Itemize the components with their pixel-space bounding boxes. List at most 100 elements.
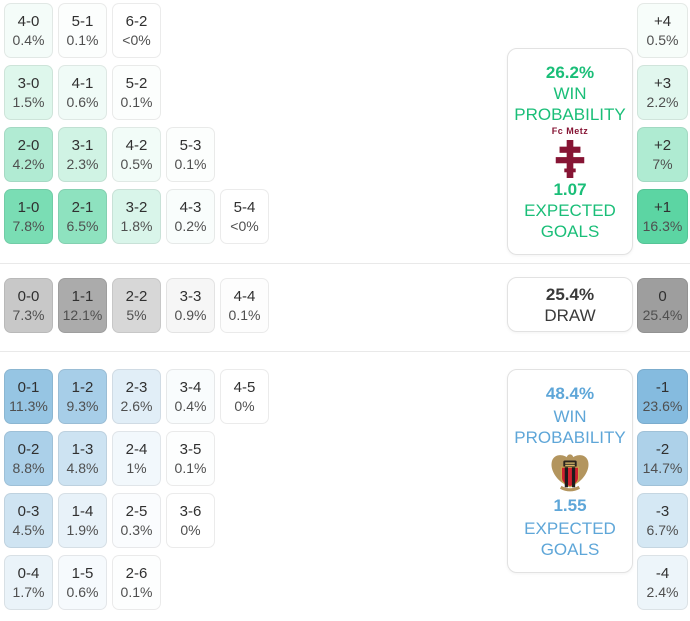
scoreline-label: 3-1 [71, 136, 94, 154]
score-cell-6-2: 6-2 <0% [112, 3, 161, 58]
probability-label: 7% [652, 155, 673, 172]
away-win-score-grid: 0-1 11.3% 1-2 9.3% 2-3 2.6% 3-4 0.4% 4-5 0% 0-2 8.8… [4, 369, 274, 617]
score-cell-2-2: 2-2 5% [112, 278, 161, 333]
probability-label: 7.8% [12, 217, 45, 234]
score-cell-4-3: 4-3 0.2% [166, 189, 215, 244]
score-cell-5-2: 5-2 0.1% [112, 65, 161, 120]
probability-label: 0% [180, 521, 201, 538]
scoreline-label: 1-4 [71, 502, 94, 520]
probability-label: 2.6% [120, 397, 153, 414]
scoreline-label: 0-2 [17, 440, 40, 458]
probability-label: 5% [126, 306, 147, 323]
probability-label: 2.4% [646, 583, 679, 600]
scoreline-label: 0-0 [17, 287, 40, 305]
home-win-probability-label: WIN PROBABILITY [514, 84, 626, 125]
scoreline-label: 4-2 [125, 136, 148, 154]
goal-margin-cell-+2: +2 7% [637, 127, 688, 182]
probability-label: 25.4% [642, 306, 683, 323]
probability-label: 0.3% [120, 521, 153, 538]
goal-margin-label: +4 [653, 12, 672, 30]
score-grid-row: 0-3 4.5% 1-4 1.9% 2-5 0.3% 3-6 0% [4, 493, 274, 548]
away-win-panel: 48.4% WIN PROBABILITY 1.55 EXPECTED GOAL… [507, 369, 633, 573]
away-win-probability-value: 48.4% [545, 384, 595, 403]
score-cell-1-1: 1-1 12.1% [58, 278, 107, 333]
scoreline-label: 2-1 [71, 198, 94, 216]
score-cell-3-0: 3-0 1.5% [4, 65, 53, 120]
scoreline-label: 5-2 [125, 74, 148, 92]
probability-label: 0.1% [120, 583, 153, 600]
home-win-panel: 26.2% WIN PROBABILITY Fc Metz 1.07 EXPEC… [507, 48, 633, 255]
score-grid-row: 3-0 1.5% 4-1 0.6% 5-2 0.1% [4, 65, 274, 120]
scoreline-label: 2-6 [125, 564, 148, 582]
score-cell-3-1: 3-1 2.3% [58, 127, 107, 182]
goal-margin-label: -1 [655, 378, 670, 396]
probability-label: 8.8% [12, 459, 45, 476]
probability-label: 1.5% [12, 93, 45, 110]
goal-margin-cell-+1: +1 16.3% [637, 189, 688, 244]
probability-label: 9.3% [66, 397, 99, 414]
home-win-probability-value: 26.2% [545, 63, 595, 82]
draw-score-grid: 0-0 7.3% 1-1 12.1% 2-2 5% 3-3 0.9% 4-4 0.1% [4, 278, 274, 340]
probability-label: 11.3% [9, 397, 48, 414]
score-cell-0-2: 0-2 8.8% [4, 431, 53, 486]
goal-margin-cell--1: -1 23.6% [637, 369, 688, 424]
scoreline-label: 6-2 [125, 12, 148, 30]
score-cell-2-3: 2-3 2.6% [112, 369, 161, 424]
probability-label: 1% [126, 459, 147, 476]
scoreline-label: 4-0 [17, 12, 40, 30]
scoreline-label: 2-3 [125, 378, 148, 396]
scoreline-label: 4-1 [71, 74, 94, 92]
scoreline-label: 1-1 [71, 287, 94, 305]
home-expected-goals-value: 1.07 [553, 179, 587, 199]
probability-label: 0.5% [646, 31, 679, 48]
probability-label: 4.8% [66, 459, 99, 476]
score-grid-row: 4-0 0.4% 5-1 0.1% 6-2 <0% [4, 3, 274, 58]
probability-label: 6.7% [646, 521, 679, 538]
scoreline-label: 1-3 [71, 440, 94, 458]
score-grid-row: 0-0 7.3% 1-1 12.1% 2-2 5% 3-3 0.9% 4-4 0.1% [4, 278, 274, 333]
score-grid-row: 0-4 1.7% 1-5 0.6% 2-6 0.1% [4, 555, 274, 610]
probability-label: 0.1% [66, 31, 99, 48]
scoreline-label: 5-4 [233, 198, 256, 216]
scoreline-label: 4-3 [179, 198, 202, 216]
goal-margin-cell-0: 0 25.4% [637, 278, 688, 333]
fc-metz-crest-icon: Fc Metz [551, 126, 589, 179]
probability-label: 23.6% [642, 397, 683, 414]
goal-margin-cell--4: -4 2.4% [637, 555, 688, 610]
goal-margin-label: -2 [655, 440, 670, 458]
cross-of-lorraine-icon [555, 139, 585, 178]
probability-label: 0.4% [12, 31, 45, 48]
probability-label: 6.5% [66, 217, 99, 234]
score-cell-2-0: 2-0 4.2% [4, 127, 53, 182]
ogc-nice-crest-icon [549, 451, 591, 493]
probability-label: 0.1% [228, 306, 261, 323]
score-cell-3-4: 3-4 0.4% [166, 369, 215, 424]
score-cell-2-6: 2-6 0.1% [112, 555, 161, 610]
score-cell-5-1: 5-1 0.1% [58, 3, 107, 58]
goal-margin-cell-+3: +3 2.2% [637, 65, 688, 120]
probability-label: 2.3% [66, 155, 99, 172]
goal-margin-label: -4 [655, 564, 670, 582]
probability-label: 0.4% [174, 397, 207, 414]
probability-label: 0.6% [66, 583, 99, 600]
score-cell-4-0: 4-0 0.4% [4, 3, 53, 58]
probability-label: 0.9% [174, 306, 207, 323]
score-cell-3-5: 3-5 0.1% [166, 431, 215, 486]
probability-label: 4.2% [12, 155, 45, 172]
scoreline-label: 3-3 [179, 287, 202, 305]
score-cell-2-4: 2-4 1% [112, 431, 161, 486]
probability-label: 16.3% [642, 217, 683, 234]
scoreline-label: 3-0 [17, 74, 40, 92]
probability-label: 14.7% [642, 459, 683, 476]
section-divider [0, 351, 690, 352]
score-cell-2-1: 2-1 6.5% [58, 189, 107, 244]
eagle-crest-icon [551, 453, 589, 491]
score-cell-1-3: 1-3 4.8% [58, 431, 107, 486]
draw-probability-value: 25.4% [545, 284, 595, 304]
probability-label: 0.5% [120, 155, 153, 172]
scoreline-label: 3-2 [125, 198, 148, 216]
score-grid-row: 2-0 4.2% 3-1 2.3% 4-2 0.5% 5-3 0.1% [4, 127, 274, 182]
goal-margin-cell--2: -2 14.7% [637, 431, 688, 486]
probability-label: 1.9% [66, 521, 99, 538]
